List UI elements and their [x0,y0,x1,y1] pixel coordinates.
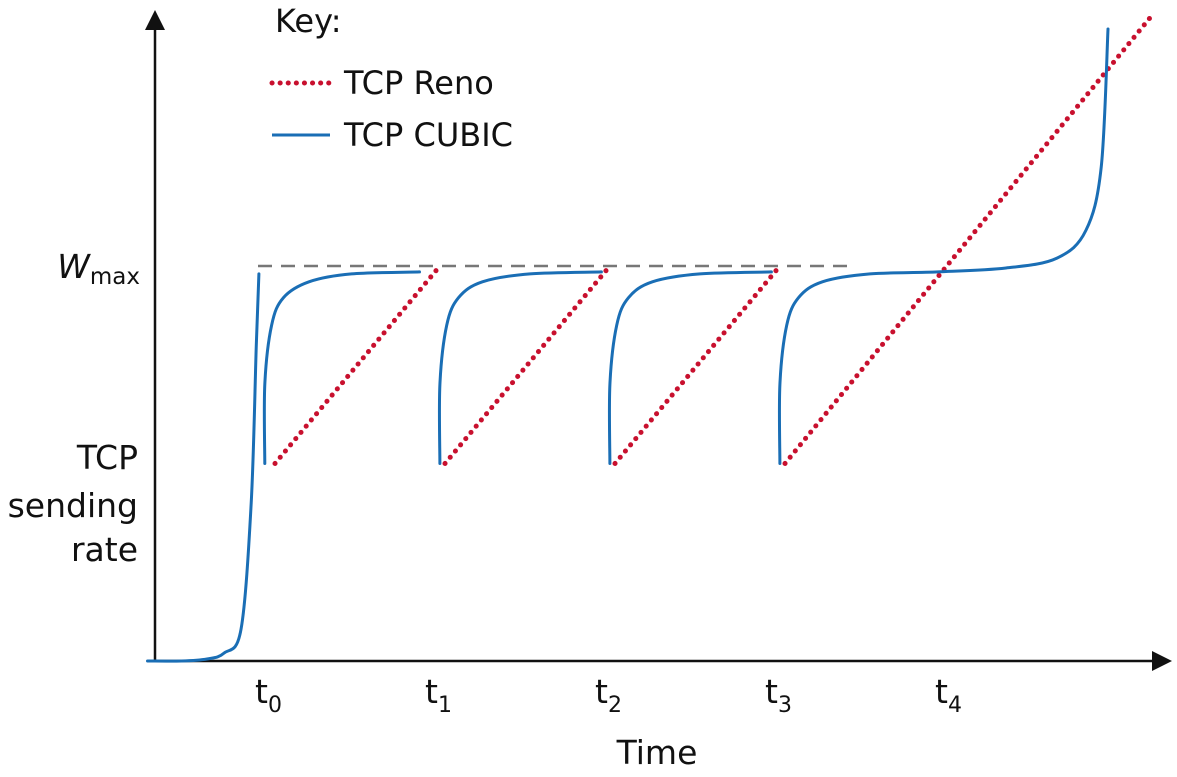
x-tick-label: t2 [595,672,622,718]
x-axis-arrow [1152,651,1172,671]
x-tick-label: t1 [425,672,452,718]
cubic-segment-4 [777,27,1110,465]
x-tick-sub: 0 [268,693,282,718]
x-tick-label: t0 [255,672,282,718]
x-tick-label: t3 [765,672,792,718]
wmax-sub: max [90,264,140,290]
x-axis-label: Time [616,733,698,772]
axes [145,10,1172,671]
legend-label-cubic: TCP CUBIC [343,116,513,154]
x-tick-sub: 1 [438,693,452,718]
cubic-segment-1 [262,270,421,465]
x-tick-label: t4 [935,672,962,718]
y-axis-label-line-3: rate [71,530,138,569]
x-tick-sub: 2 [608,693,622,718]
x-tick-main: t [595,672,608,711]
legend-label-reno: TCP Reno [343,64,494,102]
x-tick-labels: t0 t1 t2 t3 t4 [255,672,962,718]
x-tick-main: t [765,672,778,711]
cubic-segment-3 [607,270,773,465]
wmax-main: W [57,247,91,286]
y-axis-label-line-2: sending [8,486,138,525]
reno-segment-1 [442,263,613,466]
x-tick-sub: 4 [948,693,962,718]
legend-title: Key: [275,2,341,40]
cubic-segment-2 [437,270,603,465]
wmax-label: Wmax [57,247,140,290]
y-axis-label-line-1: TCP [76,438,138,477]
reno-segment-3 [782,14,1153,466]
cubic-segment-0 [146,272,261,663]
y-axis-arrow [145,10,165,30]
cubic-series [146,27,1110,663]
x-tick-main: t [935,672,948,711]
reno-segment-2 [612,263,783,466]
x-tick-sub: 3 [778,693,792,718]
x-tick-main: t [425,672,438,711]
x-tick-main: t [255,672,268,711]
reno-segment-0 [272,263,443,466]
reno-series [272,14,1153,466]
legend: Key: TCP Reno TCP CUBIC [269,2,513,154]
y-axis-label: TCP sending rate [8,438,138,569]
